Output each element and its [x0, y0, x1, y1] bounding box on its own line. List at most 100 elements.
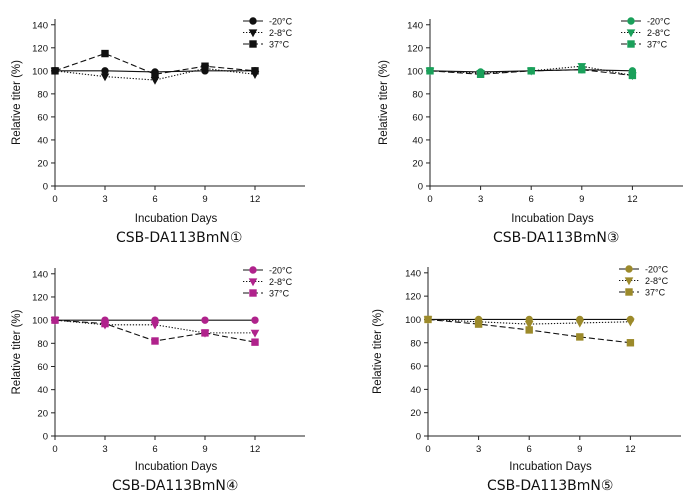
chart3-legend-marker	[249, 289, 257, 297]
chart2-x-tick-label: 6	[529, 194, 534, 205]
chart1-legend: -20°C2-8°C 37°C	[243, 17, 293, 50]
chart2-legend-marker	[627, 17, 635, 25]
chart3-x-tick-label: 6	[152, 444, 157, 455]
chart1-y-tick-label: 40	[37, 135, 48, 146]
chart3-legend: -20°C2-8°C 37°C	[243, 266, 293, 299]
chart4-series-3-point	[424, 315, 432, 324]
chart4-x-tick-label: 6	[527, 444, 532, 455]
chart3-x-tick-label: 0	[52, 444, 57, 455]
chart1-legend-marker	[249, 17, 257, 25]
chart1-legend-label: -20°C	[269, 17, 293, 27]
chart3-x-tick-label: 3	[102, 444, 107, 455]
chart3-x-axis-label: Incubation Days	[135, 461, 218, 473]
chart4-y-tick-label: 40	[410, 385, 421, 396]
chart1-y-tick-label: 120	[32, 43, 48, 54]
chart2-series-3-point	[628, 71, 637, 80]
chart3-legend-label: 2-8°C	[269, 277, 293, 287]
chart1-x-tick-label: 0	[52, 194, 57, 205]
chart3-y-tick-label: 0	[43, 432, 48, 443]
chart1-x-tick-label: 3	[102, 194, 107, 205]
chart4-series-2-point	[524, 321, 534, 329]
chart2-legend-marker	[627, 40, 635, 48]
chart3-series-2-point	[250, 329, 260, 338]
chart3-y-tick-label: 80	[37, 339, 48, 350]
chart3-series-3-point	[101, 319, 109, 328]
chart4-y-tick-label: 100	[405, 315, 421, 326]
chart3-y-tick-label: 20	[37, 408, 48, 419]
chart1-y-tick-label: 100	[32, 66, 48, 77]
chart3-legend-label: -20°C	[269, 266, 293, 276]
chart2-y-tick-label: 120	[407, 43, 423, 54]
chart3-legend-marker	[248, 278, 258, 287]
chart2-x-axis-label: Incubation Days	[511, 213, 594, 225]
chart2-legend-marker	[626, 29, 636, 38]
chart1-series-3-point	[201, 62, 209, 70]
chart-caption-1: CSB-DA113BmN①	[116, 230, 243, 246]
chart1-legend-marker	[249, 40, 257, 48]
chart1-legend-label: 2-8°C	[269, 28, 293, 38]
chart2-y-tick-label: 60	[412, 112, 423, 123]
chart4-y-axis-label: Relative titer (%)	[372, 309, 384, 394]
chart1-series-3-point	[101, 49, 109, 58]
chart-svg-1: 0 20 40 60 80 100 120 140 0 3 6 9 12 Incubation Days R…	[11, 17, 305, 225]
chart4-y-tick-label: 120	[405, 292, 421, 303]
chart-svg-2: 0 20 40 60 80 100 120 140 0 3 6 9 12 Incubation Days R…	[378, 17, 683, 225]
chart-caption-3: CSB-DA113BmN④	[112, 478, 239, 494]
chart1-x-tick-label: 9	[202, 194, 207, 205]
chart3-y-tick-label: 100	[32, 316, 48, 327]
chart3-series-3	[51, 316, 259, 346]
chart3-x-tick-label: 9	[202, 444, 207, 455]
chart4-legend-label: 2-8°C	[645, 276, 669, 286]
chart2-x-tick-label: 12	[627, 194, 638, 205]
chart-panel-3: 0 20 40 60 80 100 120 140 0 3 6 9 12 Incubation Days R…	[0, 250, 343, 499]
chart4-series-3-point	[474, 320, 483, 328]
chart4-series-2-point	[575, 319, 585, 328]
chart1-y-tick-label: 0	[43, 182, 48, 193]
chart4-x-axis-label: Incubation Days	[509, 461, 592, 473]
chart4-y-tick-label: 60	[410, 362, 421, 373]
chart1-y-tick-label: 20	[37, 158, 48, 169]
chart2-x-tick-label: 0	[427, 194, 432, 205]
chart1-series-3-line	[54, 52, 256, 75]
chart2-legend-label: 2-8°C	[647, 28, 671, 38]
chart1-series-2-point	[100, 73, 110, 82]
chart1-y-tick-label: 80	[37, 89, 48, 100]
chart3-series-3-point	[251, 338, 259, 346]
chart1-series-3	[51, 49, 259, 78]
chart4-x-tick-label: 3	[476, 444, 481, 455]
chart4-series-3-point	[626, 339, 635, 347]
chart3-y-tick-label: 120	[32, 292, 48, 303]
chart4-legend-label: 37°C	[645, 288, 666, 298]
chart1-legend-marker	[248, 29, 258, 38]
chart1-series-2-point	[150, 76, 160, 85]
chart4-x-tick-label: 9	[577, 444, 582, 455]
chart2-y-tick-label: 20	[412, 158, 423, 169]
chart3-series-3-point	[51, 316, 59, 324]
chart2-y-axis-label: Relative titer (%)	[378, 60, 390, 145]
chart1-series-3-point	[151, 70, 159, 78]
chart2-legend-label: -20°C	[647, 17, 671, 27]
chart3-y-tick-label: 40	[37, 385, 48, 396]
chart2-series-2-line	[429, 65, 633, 76]
chart2-series-3	[426, 65, 637, 80]
chart-panel-4: 0 20 40 60 80 100 120 140 0 3 6 9 12 Incubation Days R…	[355, 250, 687, 499]
chart1-y-axis-label: Relative titer (%)	[11, 60, 23, 145]
chart1-x-tick-label: 6	[152, 194, 157, 205]
chart3-series-1-point	[251, 316, 259, 324]
chart4-legend-marker	[624, 277, 634, 286]
chart2-y-tick-label: 40	[412, 135, 423, 146]
chart2-y-tick-label: 100	[407, 66, 423, 77]
chart1-series-2-line	[54, 67, 256, 81]
chart2-series-3-point	[527, 67, 535, 75]
chart4-y-tick-label: 0	[416, 432, 421, 443]
chart1-y-tick-label: 140	[32, 20, 48, 31]
chart3-series-3-point	[151, 337, 159, 345]
chart3-legend-marker	[249, 266, 257, 274]
chart-caption-4: CSB-DA113BmN⑤	[487, 478, 614, 494]
chart4-series-3-point	[525, 326, 533, 334]
chart4-x-tick-label: 0	[425, 444, 430, 455]
chart-svg-3: 0 20 40 60 80 100 120 140 0 3 6 9 12 Incubation Days R…	[11, 266, 305, 473]
chart3-y-tick-label: 60	[37, 362, 48, 373]
chart2-legend-label: 37°C	[647, 40, 668, 50]
chart1-x-tick-label: 12	[250, 194, 261, 205]
